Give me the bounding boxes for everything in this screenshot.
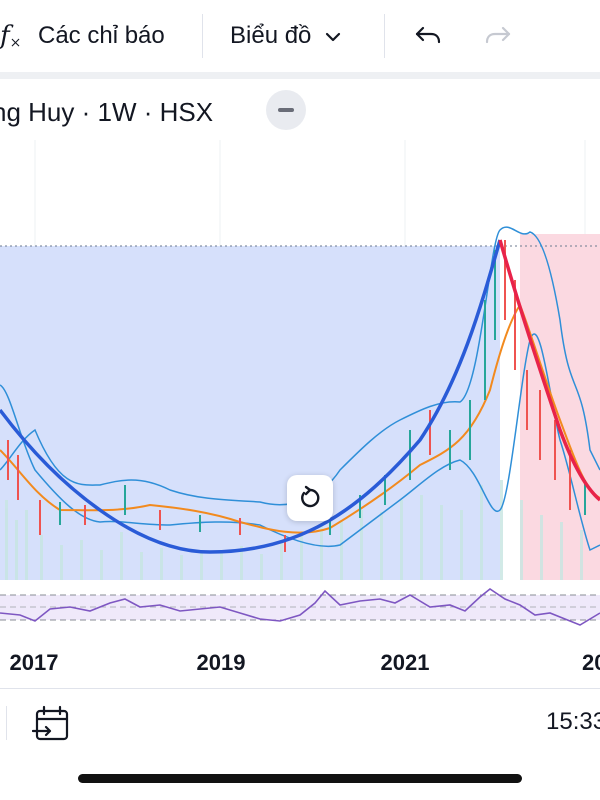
indicators-button[interactable]: Các chỉ báo [30,0,173,72]
symbol-legend[interactable]: ng Huy · 1W · HSX [0,90,213,134]
indicators-label: Các chỉ báo [38,22,165,49]
toolbar-separator [202,14,203,58]
undo-icon[interactable] [410,0,446,72]
rsi-line [0,588,600,626]
toolbar-separator [384,14,385,58]
symbol-title: ng Huy · 1W · HSX [0,96,214,127]
minus-icon [278,108,294,112]
chart-type-button[interactable]: Biểu đồ [222,0,349,72]
redo-icon[interactable] [480,0,516,72]
toolbar-divider [0,72,600,79]
chevron-down-icon [325,26,341,47]
bottom-toolbar: 15:33 [0,690,600,760]
cup-curve-drawing[interactable] [0,239,502,554]
rotate-icon [301,485,320,508]
candles [7,240,586,552]
calendar-range-icon[interactable] [31,704,72,744]
top-toolbar: ƒ × Các chỉ báo Biểu đồ [0,0,600,72]
volume-bars [5,480,583,580]
axis-divider [0,688,600,689]
collapse-legend-button[interactable] [266,90,306,130]
clock-time[interactable]: 15:33 [546,708,600,735]
highlight-area-blue [0,246,500,580]
moving-average [0,302,600,534]
time-axis[interactable]: 2017 2019 2021 202 [0,640,600,684]
rsi-oscillator[interactable] [0,585,600,630]
fx-icon[interactable]: ƒ × [0,21,22,51]
downtrend-drawing[interactable] [498,239,600,502]
xaxis-tick: 2017 [9,650,59,675]
xaxis-tick: 202 [582,650,600,675]
price-chart[interactable] [0,140,600,580]
xaxis-tick: 2021 [380,650,430,675]
xaxis-tick: 2019 [196,650,246,675]
bollinger-lower [0,333,600,552]
reset-chart-button[interactable] [287,475,333,521]
chart-type-label: Biểu đồ [230,22,312,49]
bottom-separator [6,706,7,740]
home-indicator[interactable] [78,774,522,783]
bollinger-upper [0,226,600,506]
